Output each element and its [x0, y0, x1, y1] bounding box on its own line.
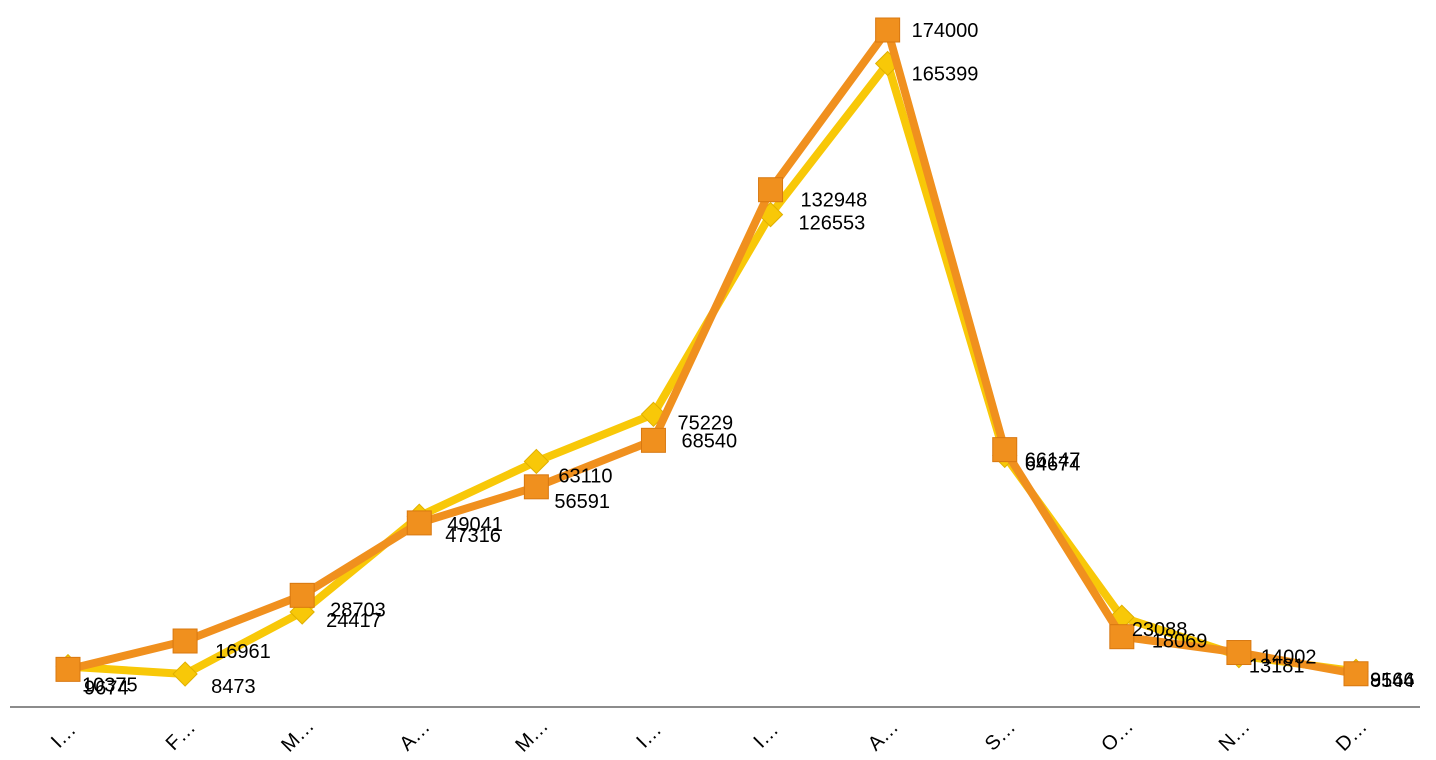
- series-1-data-label: 16961: [215, 641, 271, 663]
- series-1-point: [172, 628, 198, 654]
- series-1-data-label: 56591: [554, 491, 610, 513]
- series-2-data-label: 8473: [211, 676, 256, 698]
- x-tick-label: N…: [1215, 716, 1255, 756]
- series-2-data-label: 64674: [1025, 453, 1081, 475]
- series-2-line: [64, 59, 1360, 679]
- data-label-layer: 9674 16961 28703 47316 56591 68540 132948 17400…: [82, 20, 1415, 699]
- series-1-data-label: 14002: [1261, 647, 1317, 669]
- series-1-point: [523, 474, 549, 500]
- series-2-data-label: 126553: [799, 213, 866, 235]
- x-tick-label: S…: [981, 716, 1020, 755]
- x-tick-layer: I… F… M… A… M… I… I… A… S… O… N… D…: [47, 715, 1372, 756]
- x-tick-label: A…: [864, 716, 903, 755]
- series-1-data-label: 174000: [912, 20, 979, 42]
- series-1-point: [406, 510, 432, 536]
- x-tick-label: O…: [1097, 715, 1138, 756]
- series-2-data-label: 63110: [558, 465, 612, 487]
- x-tick-label: A…: [395, 716, 434, 755]
- series-1-data-label: 8544: [1370, 670, 1415, 692]
- x-tick-label: I…: [632, 719, 666, 753]
- series-1-data-label: 66147: [1025, 450, 1081, 472]
- series-2-data-label: 23088: [1132, 619, 1188, 641]
- series-2-data-label: 75229: [677, 412, 733, 434]
- series-1-point: [758, 177, 784, 203]
- series-layer: [55, 17, 1369, 687]
- series-1-line: [64, 26, 1360, 678]
- series-2-data-label: 165399: [912, 63, 979, 85]
- series-2-data-label: 9166: [1370, 669, 1415, 691]
- x-tick-label: M…: [511, 715, 552, 756]
- x-tick-label: I…: [749, 719, 783, 753]
- series-1-data-label: 68540: [681, 430, 737, 452]
- series-1-point: [1109, 624, 1135, 650]
- series-2-data-label: 13181: [1249, 656, 1305, 678]
- series-1-point: [1343, 661, 1369, 687]
- series-2-data-label: 49041: [447, 514, 503, 536]
- series-1-point: [289, 582, 315, 608]
- series-2-data-label: 10375: [82, 675, 138, 697]
- series-1-data-label: 28703: [330, 599, 386, 621]
- series-2-point: [172, 661, 198, 687]
- series-2: [55, 50, 1369, 687]
- series-1-point: [875, 17, 901, 43]
- series-1-point: [55, 656, 81, 682]
- series-2-data-label: 24417: [326, 610, 382, 632]
- x-tick-label: F…: [162, 717, 200, 755]
- series-1: [55, 17, 1369, 687]
- series-1-data-label: 132948: [801, 190, 868, 212]
- x-tick-label: I…: [47, 719, 81, 753]
- series-1-data-label: 9674: [84, 677, 129, 699]
- x-tick-label: D…: [1332, 716, 1372, 756]
- series-2-point: [523, 448, 550, 475]
- x-tick-label: M…: [277, 715, 318, 756]
- series-1-data-label: 18069: [1152, 631, 1208, 653]
- series-1-point: [1226, 640, 1252, 666]
- series-1-point: [640, 427, 666, 453]
- series-1-point: [992, 437, 1018, 463]
- series-1-data-label: 47316: [445, 525, 501, 547]
